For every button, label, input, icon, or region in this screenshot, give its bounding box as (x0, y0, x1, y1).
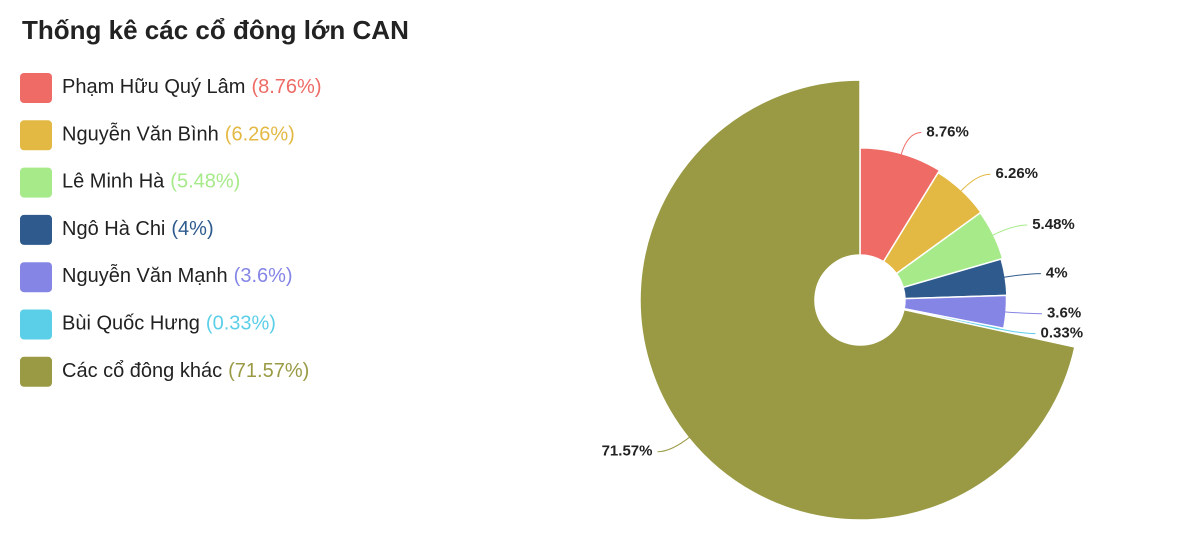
legend-value: (4%) (171, 218, 213, 240)
leader-line (996, 328, 1036, 335)
legend-swatch (20, 262, 52, 293)
legend-name: Phạm Hữu Quý Lâm (62, 76, 245, 98)
legend-value: (0.33%) (206, 313, 276, 335)
legend-name: Lê Minh Hà (62, 171, 165, 193)
data-label: 71.57% (602, 443, 653, 460)
legend-swatch (20, 356, 52, 387)
data-label: 5.48% (1032, 216, 1075, 233)
slice (895, 211, 1004, 289)
legend-name: Nguyễn Văn Bình (62, 123, 219, 146)
legend-swatch (20, 73, 52, 103)
legend-label: Ngô Hà Chi (4%) (62, 218, 214, 240)
legend-swatch (20, 214, 52, 245)
legend-label: Bùi Quốc Hưng (0.33%) (62, 313, 276, 335)
data-label: 6.26% (995, 165, 1038, 182)
legend-label: Lê Minh Hà (5.48%) (62, 171, 240, 193)
legend-name: Nguyễn Văn Mạnh (62, 264, 228, 287)
legend-swatch (20, 309, 52, 340)
legend-swatch (20, 167, 52, 198)
slice (639, 79, 1076, 521)
legend-label: Nguyễn Văn Mạnh (3.6%) (62, 264, 293, 287)
data-label: 8.76% (926, 123, 969, 140)
leader-line (1002, 273, 1041, 278)
chart-title: Thống kê các cổ đông lớn CAN (22, 15, 409, 45)
legend-name: Bùi Quốc Hưng (62, 313, 200, 335)
data-label: 0.33% (1041, 325, 1084, 342)
leader-line (900, 131, 922, 157)
data-label: 4% (1046, 265, 1068, 282)
leader-line (990, 224, 1028, 237)
legend-value: (6.26%) (225, 124, 295, 146)
slice (859, 147, 941, 263)
legend-swatch (20, 120, 52, 151)
leader-line (657, 435, 692, 453)
legend-value: (71.57%) (228, 360, 309, 382)
legend-label: Phạm Hữu Quý Lâm (8.76%) (62, 76, 322, 98)
leader-line (1003, 311, 1042, 315)
slice (882, 171, 983, 275)
legend-label: Các cổ đông khác (71.57%) (62, 360, 309, 382)
legend-value: (5.48%) (170, 171, 240, 193)
legend-label: Nguyễn Văn Bình (6.26%) (62, 123, 295, 146)
legend-value: (8.76%) (251, 76, 321, 98)
legend-value: (3.6%) (234, 265, 293, 287)
legend-name: Các cổ đông khác (62, 360, 222, 382)
leader-line (959, 173, 991, 193)
data-label: 3.6% (1047, 305, 1081, 322)
legend-name: Ngô Hà Chi (62, 218, 165, 240)
